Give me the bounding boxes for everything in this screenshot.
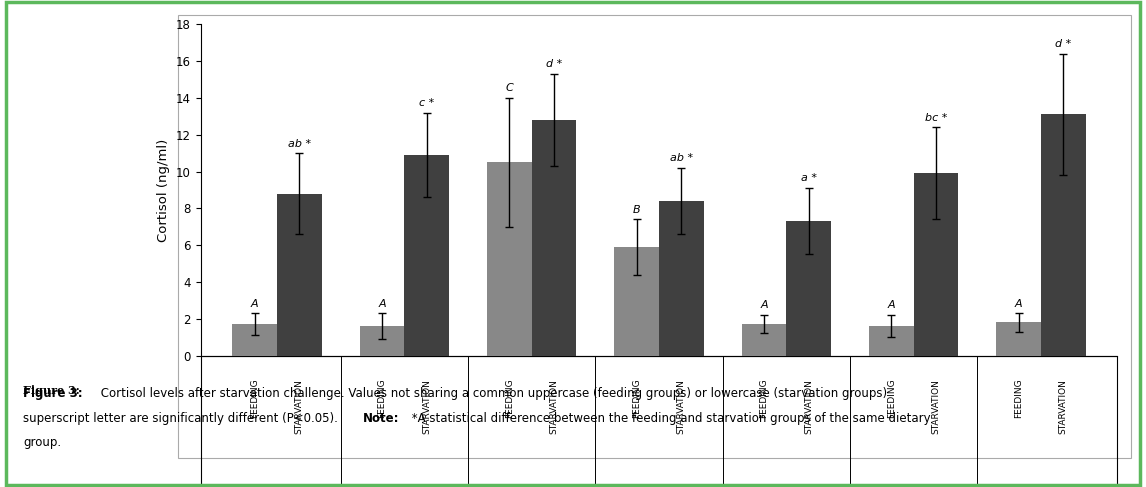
Text: C: C [505,83,513,94]
Bar [277,194,322,356]
Text: bc *: bc * [925,113,947,123]
Bar [532,120,576,356]
Y-axis label: Cortisol (ng/ml): Cortisol (ng/ml) [157,138,171,242]
Text: STARVATION: STARVATION [932,379,941,433]
Text: Figure 3:: Figure 3: [23,387,83,400]
Text: A: A [251,299,259,309]
Text: STARVATION: STARVATION [1059,379,1068,433]
Bar [233,324,277,356]
Text: FEEDING: FEEDING [633,379,641,418]
Bar [201,356,1117,487]
Bar [996,322,1041,356]
Text: A: A [378,299,386,309]
Text: FEEDING: FEEDING [250,379,259,418]
Text: ab *: ab * [669,153,693,163]
Bar [487,162,532,356]
Text: FEEDING: FEEDING [377,379,386,418]
Text: A: A [760,300,768,310]
Text: c *: c * [419,98,434,108]
Text: Note:: Note: [363,412,400,425]
Text: Cortisol levels after starvation challenge. Values not sharing a common uppercas: Cortisol levels after starvation challen… [97,387,887,400]
Text: B: B [633,205,641,215]
Bar [405,155,449,356]
Bar [614,247,659,356]
Bar [659,201,704,356]
Text: d *: d * [545,59,562,70]
Text: A: A [1015,299,1022,309]
Bar [913,173,958,356]
Text: STARVATION: STARVATION [549,379,558,433]
Text: a *: a * [801,173,817,184]
Text: A: A [887,300,895,310]
Text: FEEDING: FEEDING [505,379,513,418]
Text: FEEDING: FEEDING [760,379,769,418]
Text: STARVATION: STARVATION [422,379,431,433]
Text: *A statistical difference between the feeding and starvation groups of the same : *A statistical difference between the fe… [408,412,931,425]
Text: Figure 3:: Figure 3: [23,385,80,396]
Bar [1041,114,1085,356]
Text: d *: d * [1055,39,1072,49]
Bar [360,326,405,356]
Text: STARVATION: STARVATION [295,379,304,433]
Bar [786,221,831,356]
Bar [869,326,913,356]
Text: ab *: ab * [288,138,311,149]
Bar [741,324,786,356]
Text: group.: group. [23,436,61,449]
Text: FEEDING: FEEDING [1014,379,1023,418]
Text: superscript letter are significantly different (P<0.05).: superscript letter are significantly dif… [23,412,342,425]
Text: STARVATION: STARVATION [804,379,813,433]
Text: STARVATION: STARVATION [677,379,685,433]
Text: FEEDING: FEEDING [887,379,896,418]
